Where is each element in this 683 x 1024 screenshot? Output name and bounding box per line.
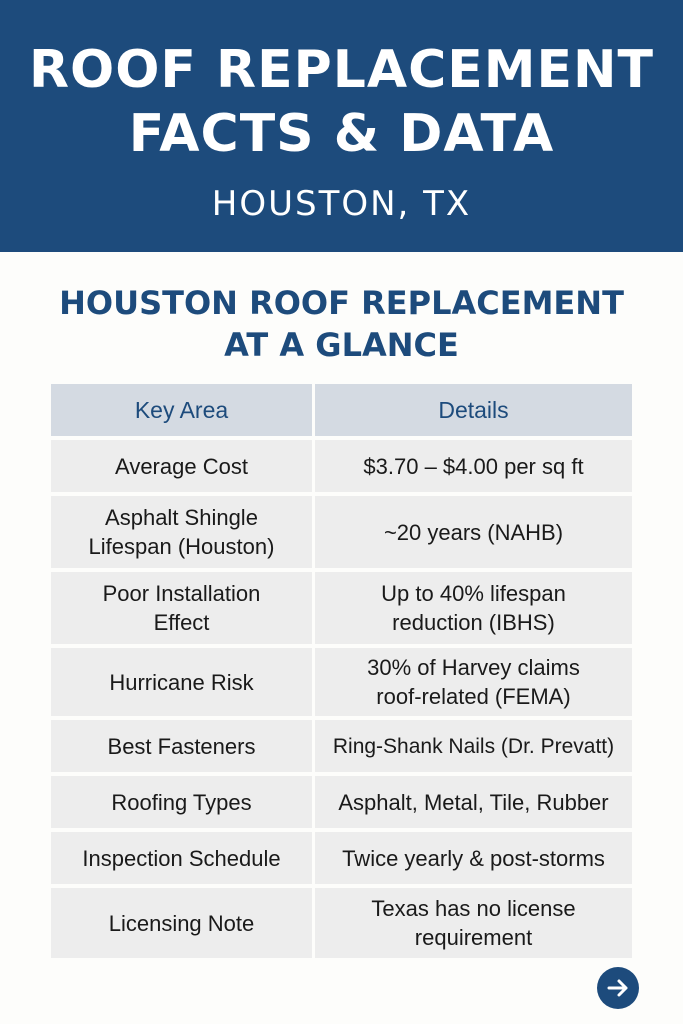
row-detail-line: Asphalt, Metal, Tile, Rubber bbox=[338, 789, 609, 815]
section-heading-line-2: AT A GLANCE bbox=[224, 326, 459, 364]
row-detail: ~20 years (NAHB) bbox=[315, 496, 632, 568]
page-title: ROOF REPLACEMENT FACTS & DATA bbox=[0, 38, 683, 166]
row-key: Best Fasteners bbox=[51, 720, 312, 772]
row-detail-line: 30% of Harvey claims bbox=[367, 655, 580, 680]
table-row: Licensing Note Texas has no license requ… bbox=[51, 888, 632, 958]
page-title-line-1: ROOF REPLACEMENT bbox=[28, 40, 655, 100]
row-detail: Twice yearly & post-storms bbox=[315, 832, 632, 884]
row-detail-line: $3.70 – $4.00 per sq ft bbox=[363, 453, 584, 479]
row-key-line: Average Cost bbox=[115, 453, 248, 479]
row-detail: Asphalt, Metal, Tile, Rubber bbox=[315, 776, 632, 828]
row-detail-line: roof-related (FEMA) bbox=[376, 684, 571, 709]
row-key: Hurricane Risk bbox=[51, 648, 312, 716]
section-heading: HOUSTON ROOF REPLACEMENT AT A GLANCE bbox=[0, 282, 683, 366]
row-detail-line: requirement bbox=[414, 925, 533, 950]
row-detail: 30% of Harvey claims roof-related (FEMA) bbox=[315, 648, 632, 716]
row-detail-line: Ring-Shank Nails (Dr. Prevatt) bbox=[332, 734, 615, 758]
row-key: Inspection Schedule bbox=[51, 832, 312, 884]
row-key-line: Hurricane Risk bbox=[109, 669, 254, 695]
location-subtitle: HOUSTON, TX bbox=[211, 184, 472, 224]
table-row: Poor Installation Effect Up to 40% lifes… bbox=[51, 572, 632, 644]
row-detail: Ring-Shank Nails (Dr. Prevatt) bbox=[315, 720, 632, 772]
row-key: Licensing Note bbox=[51, 888, 312, 958]
row-key-line: Roofing Types bbox=[111, 789, 252, 815]
row-key-line: Licensing Note bbox=[108, 910, 255, 936]
section-heading-line-1: HOUSTON ROOF REPLACEMENT bbox=[59, 284, 624, 322]
table-row: Roofing Types Asphalt, Metal, Tile, Rubb… bbox=[51, 776, 632, 828]
next-button[interactable] bbox=[597, 967, 639, 1009]
arrow-right-icon bbox=[607, 979, 628, 997]
table-row: Average Cost $3.70 – $4.00 per sq ft bbox=[51, 440, 632, 492]
table-row: Asphalt Shingle Lifespan (Houston) ~20 y… bbox=[51, 496, 632, 568]
row-detail: $3.70 – $4.00 per sq ft bbox=[315, 440, 632, 492]
row-detail: Up to 40% lifespan reduction (IBHS) bbox=[315, 572, 632, 644]
table-row: Inspection Schedule Twice yearly & post-… bbox=[51, 832, 632, 884]
row-detail-line: ~20 years (NAHB) bbox=[383, 519, 564, 545]
row-detail-line: Up to 40% lifespan bbox=[381, 581, 566, 606]
table-header-row: Key Area Details bbox=[51, 384, 632, 436]
column-header-details: Details bbox=[315, 384, 632, 436]
title-banner: ROOF REPLACEMENT FACTS & DATA HOUSTON, T… bbox=[0, 0, 683, 252]
table-row: Best Fasteners Ring-Shank Nails (Dr. Pre… bbox=[51, 720, 632, 772]
row-key-line: Best Fasteners bbox=[107, 733, 256, 759]
row-key: Average Cost bbox=[51, 440, 312, 492]
row-key-line: Poor Installation bbox=[102, 581, 261, 606]
row-key-line: Asphalt Shingle bbox=[105, 505, 258, 530]
row-detail-line: Twice yearly & post-storms bbox=[342, 845, 605, 871]
row-key: Poor Installation Effect bbox=[51, 572, 312, 644]
row-key-line: Effect bbox=[153, 610, 210, 635]
page-title-line-2: FACTS & DATA bbox=[128, 104, 555, 164]
column-header-key-area: Key Area bbox=[51, 384, 312, 436]
row-detail: Texas has no license requirement bbox=[315, 888, 632, 958]
row-key: Roofing Types bbox=[51, 776, 312, 828]
table-row: Hurricane Risk 30% of Harvey claims roof… bbox=[51, 648, 632, 716]
row-key-line: Inspection Schedule bbox=[82, 845, 281, 871]
row-detail-line: Texas has no license bbox=[371, 896, 576, 921]
row-detail-line: reduction (IBHS) bbox=[392, 610, 555, 635]
row-key: Asphalt Shingle Lifespan (Houston) bbox=[51, 496, 312, 568]
row-key-line: Lifespan (Houston) bbox=[88, 534, 275, 559]
